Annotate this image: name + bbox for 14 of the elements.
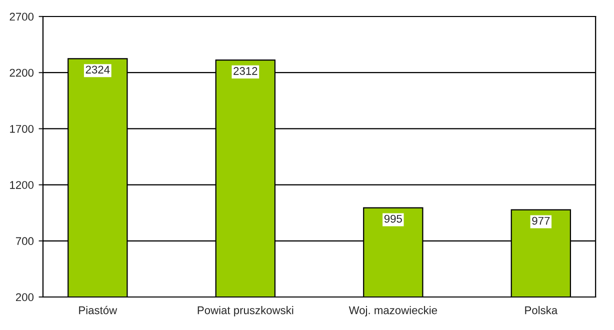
x-tick-label: Woj. mazowieckie — [348, 306, 438, 316]
data-label: 2324 — [86, 66, 110, 74]
x-tick-label: Powiat pruszkowski — [198, 306, 294, 316]
y-tick-label: 700 — [16, 237, 34, 246]
y-tick-label: 1200 — [10, 181, 34, 189]
x-tick-label: Piastów — [79, 306, 118, 314]
y-tick-label: 200 — [16, 293, 34, 302]
data-label: 995 — [384, 214, 402, 223]
data-label: 2312 — [234, 67, 258, 75]
y-tick-label: 2700 — [10, 12, 34, 21]
data-label: 977 — [532, 216, 550, 225]
y-tick-label: 1700 — [10, 124, 34, 133]
x-tick-label: Polska — [525, 306, 558, 314]
y-tick-label: 2200 — [10, 68, 34, 77]
